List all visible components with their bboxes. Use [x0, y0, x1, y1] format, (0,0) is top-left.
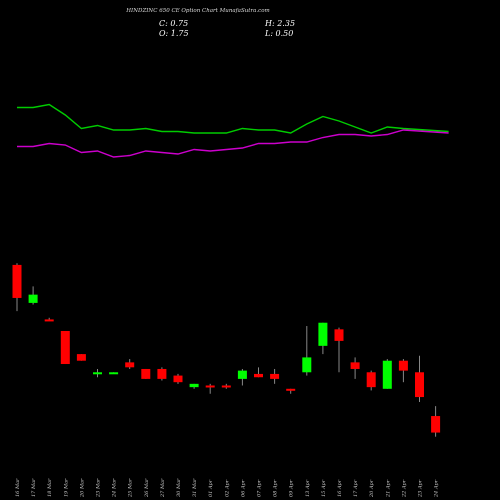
x-tick-label: 08 Apr: [273, 479, 279, 497]
candle: [237, 368, 247, 386]
candle-body: [125, 362, 135, 368]
candle-body: [254, 373, 263, 378]
x-tick-label: 15 Apr: [321, 479, 327, 497]
chart-title: HINDZINC 650 CE Option Chart MunafaSutra…: [125, 8, 269, 14]
x-tick-label: 25 Mar: [128, 478, 134, 498]
candle-body: [221, 385, 231, 388]
candle: [205, 383, 215, 394]
candle: [286, 388, 296, 394]
open-label: O: 1.75: [159, 29, 189, 38]
x-tick-label: 20 Mar: [79, 478, 85, 498]
x-tick-label: 16 Apr: [337, 479, 343, 497]
x-tick-label: 22 Apr: [401, 479, 407, 498]
candle: [28, 286, 38, 305]
candle-body: [415, 372, 424, 398]
candle: [157, 367, 167, 381]
candle-body: [60, 330, 70, 365]
x-tick-label: 13 Apr: [305, 479, 311, 497]
candles: [12, 263, 441, 437]
candle-body: [350, 362, 360, 369]
candle-body: [205, 385, 215, 388]
x-tick-label: 06 Apr: [240, 479, 246, 497]
x-tick-label: 16 Mar: [15, 478, 21, 497]
candle: [141, 368, 151, 379]
candle: [302, 326, 312, 376]
candle-body: [28, 294, 38, 303]
candle-body: [366, 372, 376, 388]
x-tick-label: 23 Mar: [96, 478, 102, 498]
candle-body: [302, 357, 312, 373]
candle-body: [76, 354, 86, 361]
x-tick-label: 01 Apr: [208, 479, 214, 497]
candle-body: [334, 329, 344, 341]
candle-body: [44, 319, 54, 322]
x-tick-label: 20 Apr: [369, 479, 375, 498]
candle-body: [173, 375, 183, 383]
x-tick-label: 31 Mar: [192, 478, 198, 497]
x-tick-label: 27 Mar: [160, 478, 166, 498]
candle: [254, 367, 263, 378]
candle-body: [318, 322, 328, 346]
close-label: C: 0.75: [159, 19, 188, 28]
candle: [109, 372, 119, 375]
candle-body: [237, 370, 247, 379]
candle: [415, 355, 424, 403]
candle-body: [157, 368, 167, 379]
x-tick-label: 18 Mar: [47, 478, 53, 497]
x-tick-label: 17 Mar: [31, 478, 37, 497]
candle: [173, 373, 183, 384]
candle: [76, 354, 86, 361]
candle-body: [109, 372, 119, 375]
low-label: L: 0.50: [264, 29, 293, 38]
x-tick-label: 30 Mar: [176, 478, 182, 497]
candle-body: [382, 360, 392, 389]
candle-body: [93, 372, 102, 375]
x-tick-label: 19 Mar: [63, 478, 69, 497]
x-tick-label: 21 Apr: [385, 479, 391, 498]
indicator-lines: [17, 103, 449, 158]
candle: [125, 359, 135, 369]
candle: [382, 359, 392, 389]
candle-body: [189, 383, 199, 388]
candle: [398, 359, 408, 383]
candle-body: [398, 360, 408, 371]
candle: [189, 383, 199, 389]
indicator-line-1: [17, 103, 449, 134]
x-tick-label: 17 Apr: [353, 479, 359, 497]
candle: [334, 327, 344, 373]
indicator-line-2: [17, 129, 449, 158]
candle-body: [141, 368, 151, 379]
x-axis-ticks: 16 Mar 17 Mar 18 Mar 19 Mar 20 Mar 23 Mar 24 M…: [15, 478, 440, 498]
candle-body: [431, 416, 441, 433]
x-tick-label: 23 Apr: [418, 479, 424, 498]
candle: [270, 368, 280, 384]
candle: [60, 330, 70, 365]
x-tick-label: 09 Apr: [289, 479, 295, 497]
x-tick-label: 24 Apr: [434, 479, 440, 498]
candle: [350, 357, 360, 379]
candle-body: [12, 264, 22, 298]
x-tick-label: 02 Apr: [224, 479, 230, 497]
x-tick-label: 26 Mar: [144, 478, 150, 498]
candle-body: [286, 388, 296, 391]
candle: [12, 263, 22, 312]
candle: [221, 383, 231, 389]
x-tick-label: 24 Mar: [112, 478, 118, 498]
candle: [431, 406, 441, 437]
x-tick-label: 07 Apr: [257, 479, 263, 497]
candle-body: [270, 373, 280, 379]
candle: [318, 322, 328, 355]
high-label: H: 2.35: [264, 19, 295, 28]
candle: [366, 370, 376, 391]
candle: [44, 317, 54, 322]
candle: [93, 368, 102, 378]
